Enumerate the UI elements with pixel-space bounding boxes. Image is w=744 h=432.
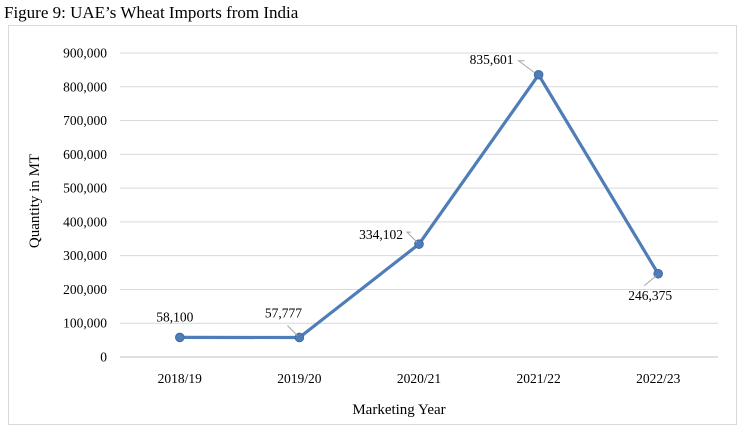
y-axis-title: Quantity in MT <box>27 154 43 248</box>
x-tick-label: 2018/19 <box>158 371 203 386</box>
data-label: 835,601 <box>470 52 514 67</box>
data-point <box>533 69 544 80</box>
x-axis-ticks: 2018/19 2019/20 2020/21 2021/22 2022/23 <box>158 371 681 386</box>
chart-frame <box>8 25 737 425</box>
y-tick-label: 100,000 <box>63 316 107 331</box>
data-labels-group: 58,100 57,777 334,102 835,601 246,375 <box>156 52 672 336</box>
x-tick-label: 2020/21 <box>397 371 441 386</box>
label-leader-line <box>643 275 657 287</box>
x-axis-title: Marketing Year <box>352 402 445 418</box>
y-axis-ticks: 0 100,000 200,000 300,000 400,000 500,000 600,… <box>63 46 107 365</box>
y-tick-label: 600,000 <box>63 147 107 162</box>
data-label: 246,375 <box>628 288 672 303</box>
y-tick-label: 400,000 <box>63 214 107 229</box>
data-point <box>175 332 185 343</box>
y-tick-label: 500,000 <box>63 181 107 196</box>
y-tick-label: 700,000 <box>63 113 107 128</box>
y-tick-label: 800,000 <box>63 79 107 94</box>
y-tick-label: 200,000 <box>63 282 107 297</box>
label-leader-line <box>405 231 418 243</box>
label-leader-line <box>287 325 298 336</box>
label-leader-line <box>517 60 535 74</box>
x-tick-label: 2019/20 <box>277 371 322 386</box>
series-group <box>175 69 664 343</box>
figure-title: Figure 9: UAE’s Wheat Imports from India <box>4 3 299 22</box>
data-label: 58,100 <box>156 309 193 324</box>
x-tick-label: 2021/22 <box>516 371 560 386</box>
y-tick-label: 900,000 <box>63 46 107 61</box>
data-label: 334,102 <box>359 227 403 242</box>
data-label: 57,777 <box>265 305 302 320</box>
series-line <box>178 73 660 340</box>
y-tick-label: 300,000 <box>63 248 107 263</box>
y-tick-label: 0 <box>100 350 107 365</box>
x-tick-label: 2022/23 <box>636 371 681 386</box>
gridlines <box>120 52 718 324</box>
